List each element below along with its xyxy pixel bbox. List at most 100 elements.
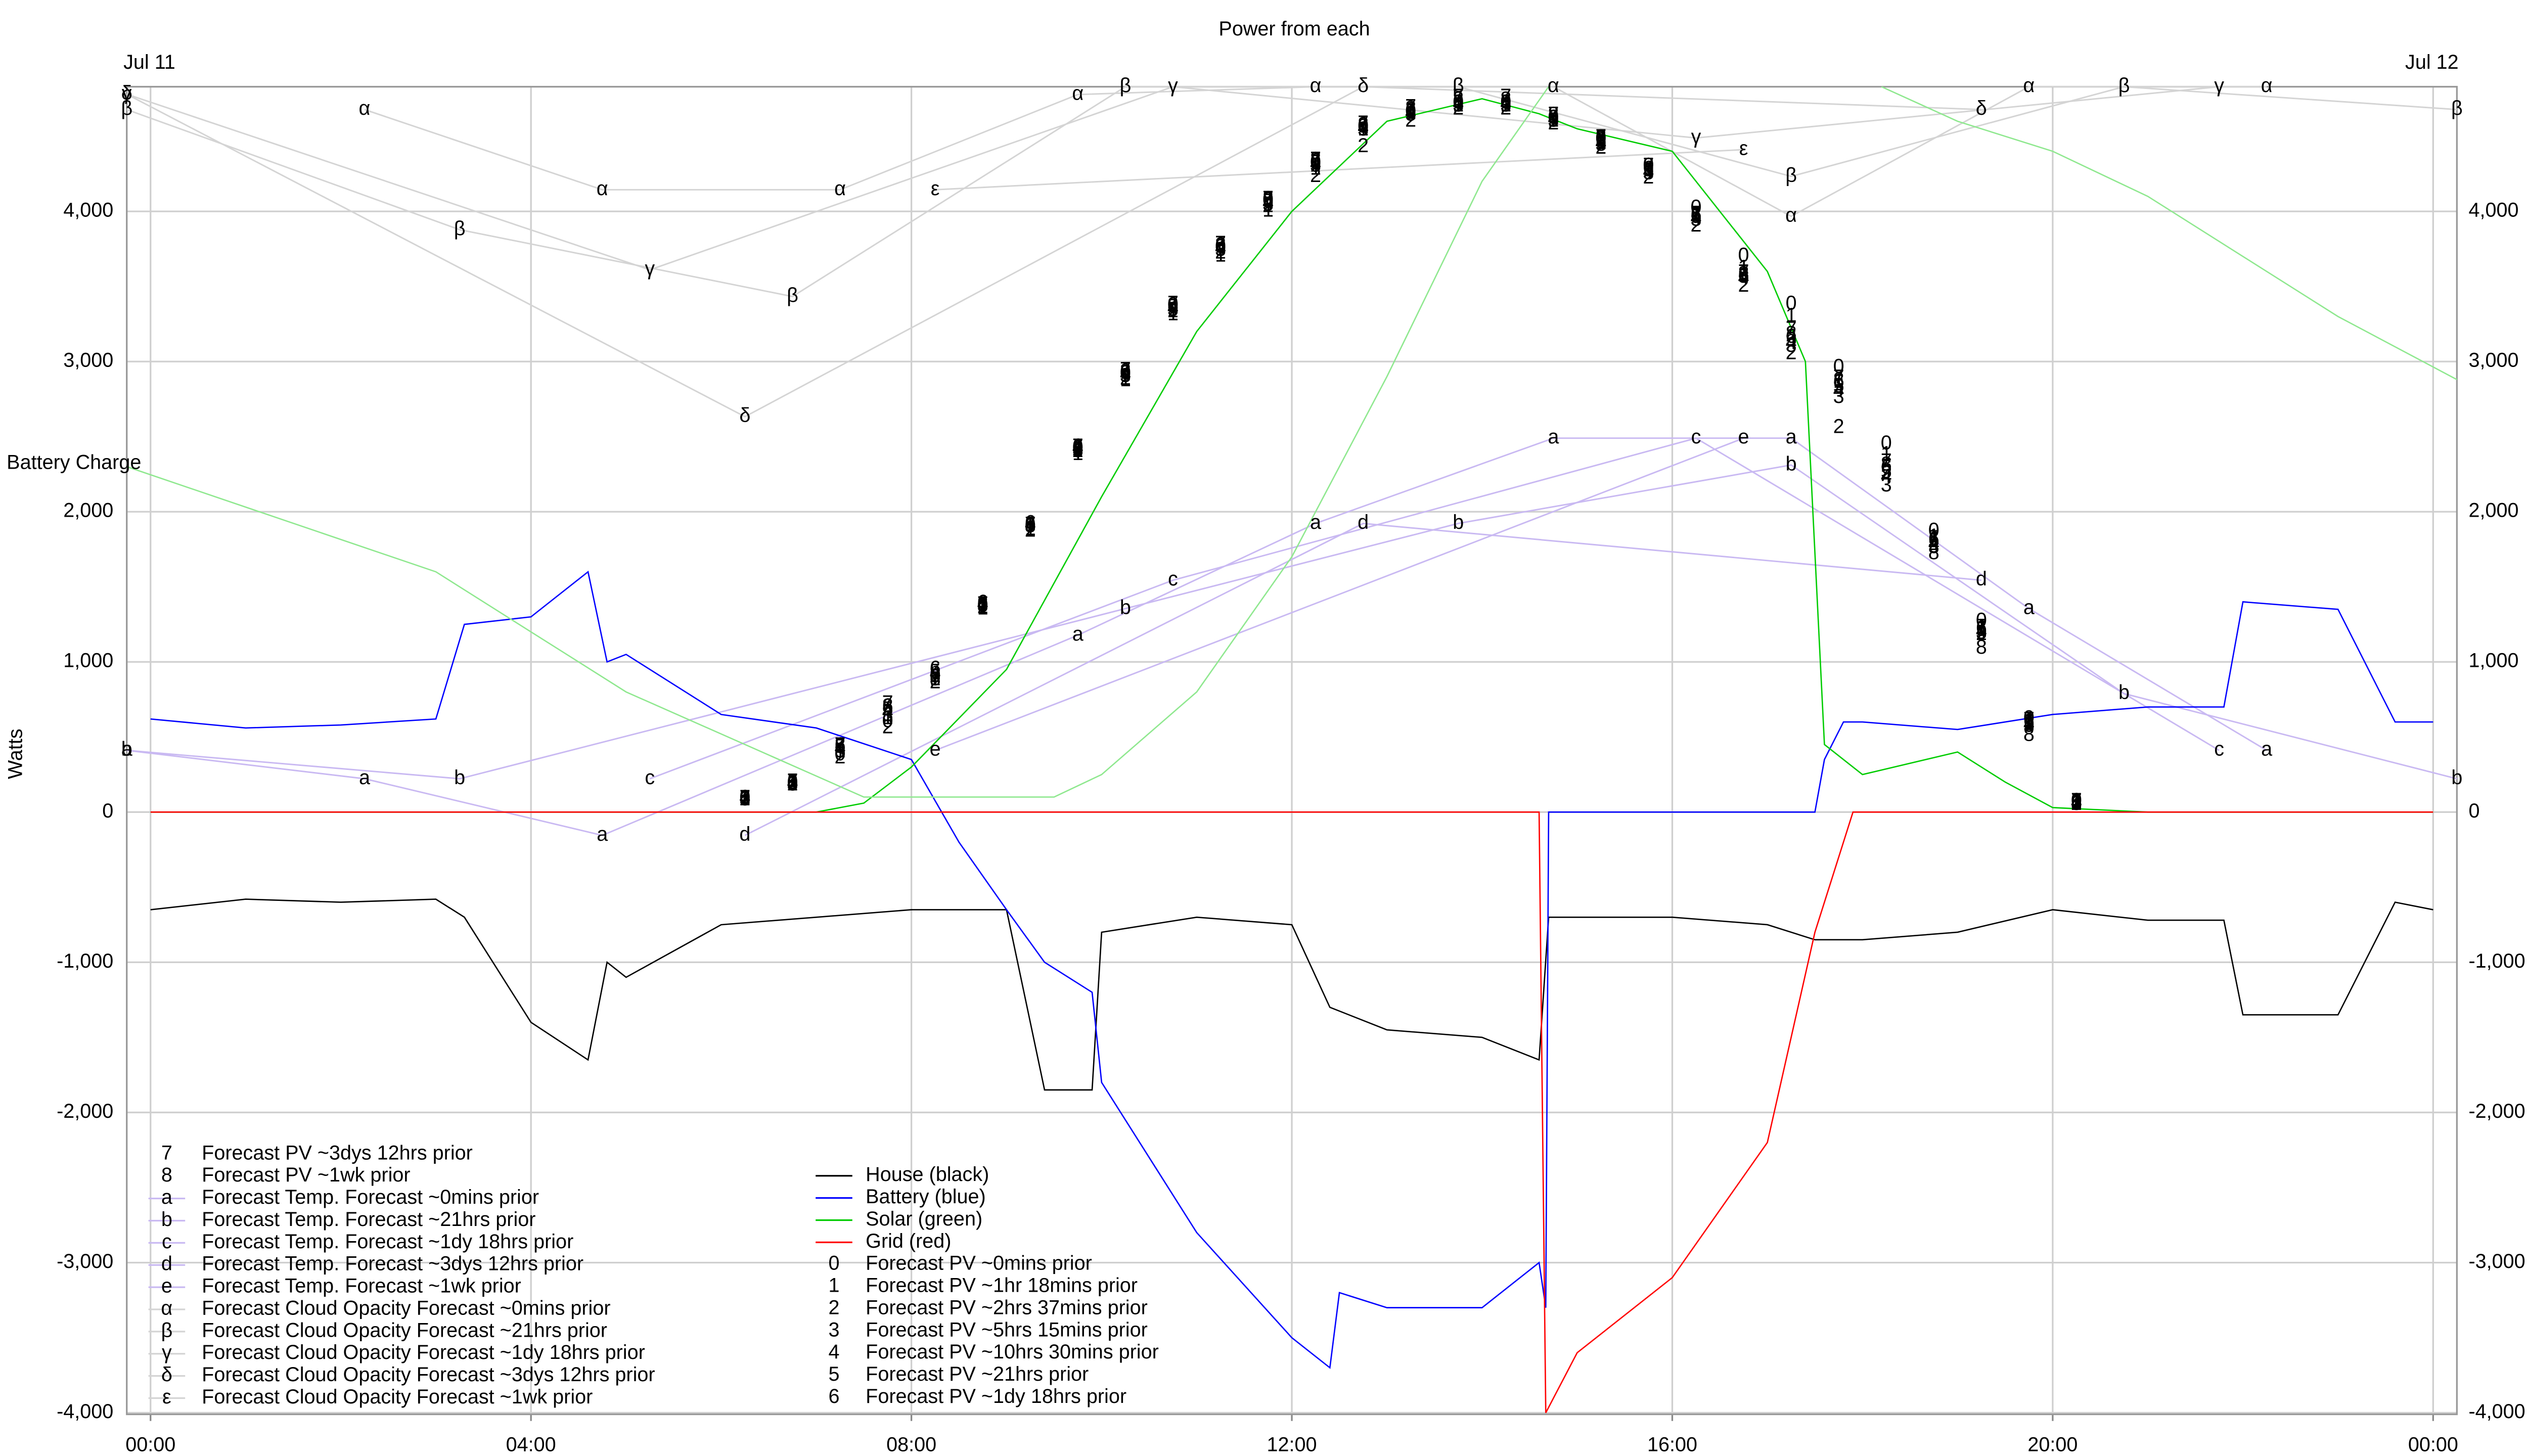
- forecast-point: 0: [835, 743, 846, 765]
- legend-symbol: 5: [828, 1363, 839, 1385]
- legend-symbol: γ: [162, 1341, 172, 1363]
- forecast-point: 0: [1358, 115, 1369, 137]
- forecast-point: 6: [1025, 511, 1036, 533]
- x-tick-label: 12:00: [1267, 1434, 1317, 1456]
- forecast-point: δ: [121, 82, 132, 104]
- forecast-point: 3: [1310, 154, 1321, 176]
- forecast-point: 2: [1976, 622, 1987, 645]
- legend-symbol: 3: [828, 1318, 839, 1341]
- forecast-point: 7: [977, 593, 988, 615]
- forecast-point: 4: [1595, 131, 1606, 154]
- forecast-point: a: [2261, 738, 2273, 760]
- forecast-point: 1: [1215, 244, 1226, 266]
- legend-label: Grid (red): [866, 1230, 951, 1252]
- forecast-point: γ: [645, 257, 655, 280]
- forecast-point: 0: [787, 771, 798, 793]
- forecast-point: 5: [930, 660, 941, 682]
- y-tick-label: 2,000: [63, 499, 113, 522]
- forecast-point: 0: [1928, 519, 1939, 541]
- forecast-point: 8: [1167, 294, 1179, 316]
- forecast-point: 0: [1262, 189, 1274, 211]
- forecast-point: 3: [1215, 238, 1226, 260]
- forecast-point: 1: [1691, 202, 1702, 224]
- forecast-point: 4: [930, 661, 941, 684]
- forecast-point: 1: [1453, 94, 1464, 116]
- forecast-point: 0: [1976, 609, 1987, 631]
- forecast-point: 1: [835, 740, 846, 762]
- legend-symbol: 0: [828, 1252, 839, 1275]
- y-tick-label: 4,000: [2468, 199, 2518, 221]
- forecast-point: 5: [1643, 158, 1654, 180]
- legend-label: Forecast PV ~3dys 12hrs prior: [202, 1142, 473, 1164]
- forecast-point: 4: [1548, 107, 1559, 129]
- forecast-point: β: [1453, 74, 1464, 97]
- legend-symbol: 7: [161, 1142, 172, 1164]
- forecast-point: 7: [1786, 317, 1797, 340]
- forecast-point: 5: [882, 698, 893, 720]
- forecast-point: 2: [1691, 214, 1702, 236]
- forecast-point: 6: [1643, 157, 1654, 179]
- forecast-point: 0: [2023, 707, 2035, 729]
- forecast-point: 8: [739, 786, 750, 808]
- forecast-point: 5: [1595, 130, 1606, 152]
- forecast-point: 0: [1167, 294, 1179, 316]
- forecast-point: 7: [1025, 513, 1036, 535]
- forecast-point: b: [2451, 766, 2462, 789]
- forecast-point: 0: [977, 594, 988, 616]
- legend-symbol: 2: [828, 1296, 839, 1318]
- forecast-point: 7: [1310, 148, 1321, 170]
- forecast-point: 8: [1405, 97, 1416, 119]
- forecast-point: a: [1310, 511, 1322, 533]
- forecast-point: 2: [1738, 274, 1749, 296]
- x-tick-label: 04:00: [506, 1434, 556, 1456]
- forecast-point: 5: [1786, 328, 1797, 350]
- series-label: Battery Charge: [7, 451, 141, 474]
- forecast-line: [126, 86, 2220, 271]
- forecast-point: 3: [1833, 385, 1844, 407]
- forecast-point: 6: [1453, 91, 1464, 113]
- forecast-point: 8: [1786, 322, 1797, 344]
- forecast-point: 7: [1167, 292, 1179, 314]
- legend-label: Forecast Temp. Forecast ~3dys 12hrs prio…: [202, 1253, 583, 1275]
- forecast-point: 4: [1358, 116, 1369, 139]
- forecast-point: 8: [1691, 202, 1702, 224]
- legend-label: Forecast PV ~1dy 18hrs prior: [866, 1385, 1126, 1407]
- forecast-point: α: [1548, 74, 1559, 97]
- forecast-point: 2: [739, 788, 750, 810]
- forecast-point: a: [1072, 623, 1084, 645]
- series-line: [150, 98, 2433, 813]
- forecast-point: 1: [1643, 158, 1654, 180]
- forecast-point: 6: [2071, 791, 2082, 813]
- forecast-point: 8: [1072, 436, 1084, 459]
- forecast-point: 6: [882, 695, 893, 717]
- forecast-point: 4: [739, 786, 750, 808]
- y-axis-label: Watts: [4, 729, 26, 779]
- forecast-point: 3: [930, 664, 941, 687]
- forecast-point: 8: [882, 695, 893, 717]
- forecast-point: 7: [1691, 202, 1702, 224]
- forecast-point: 5: [1500, 91, 1511, 113]
- forecast-point: 6: [739, 786, 750, 808]
- legend-label: Forecast PV ~10hrs 30mins prior: [866, 1341, 1159, 1363]
- forecast-point: 7: [1262, 187, 1274, 209]
- forecast-point: 0: [882, 710, 893, 732]
- forecast-point: 5: [787, 771, 798, 793]
- forecast-point: ε: [931, 177, 940, 200]
- forecast-point: α: [834, 177, 846, 200]
- forecast-point: 0: [1833, 355, 1844, 377]
- forecast-point: 4: [1025, 513, 1036, 535]
- forecast-point: 6: [1072, 435, 1084, 457]
- forecast-point: 5: [1833, 375, 1844, 397]
- forecast-point: 0: [1595, 127, 1606, 149]
- series-line: [150, 898, 2433, 1091]
- forecast-point: β: [454, 217, 466, 240]
- forecast-point: 0: [1072, 436, 1084, 459]
- forecast-point: 8: [1120, 359, 1131, 382]
- forecast-point: b: [1453, 511, 1464, 533]
- forecast-point: 8: [1262, 187, 1274, 209]
- forecast-point: 7: [930, 664, 941, 687]
- forecast-point: 4: [1881, 465, 1892, 487]
- forecast-point: 2: [1167, 300, 1179, 322]
